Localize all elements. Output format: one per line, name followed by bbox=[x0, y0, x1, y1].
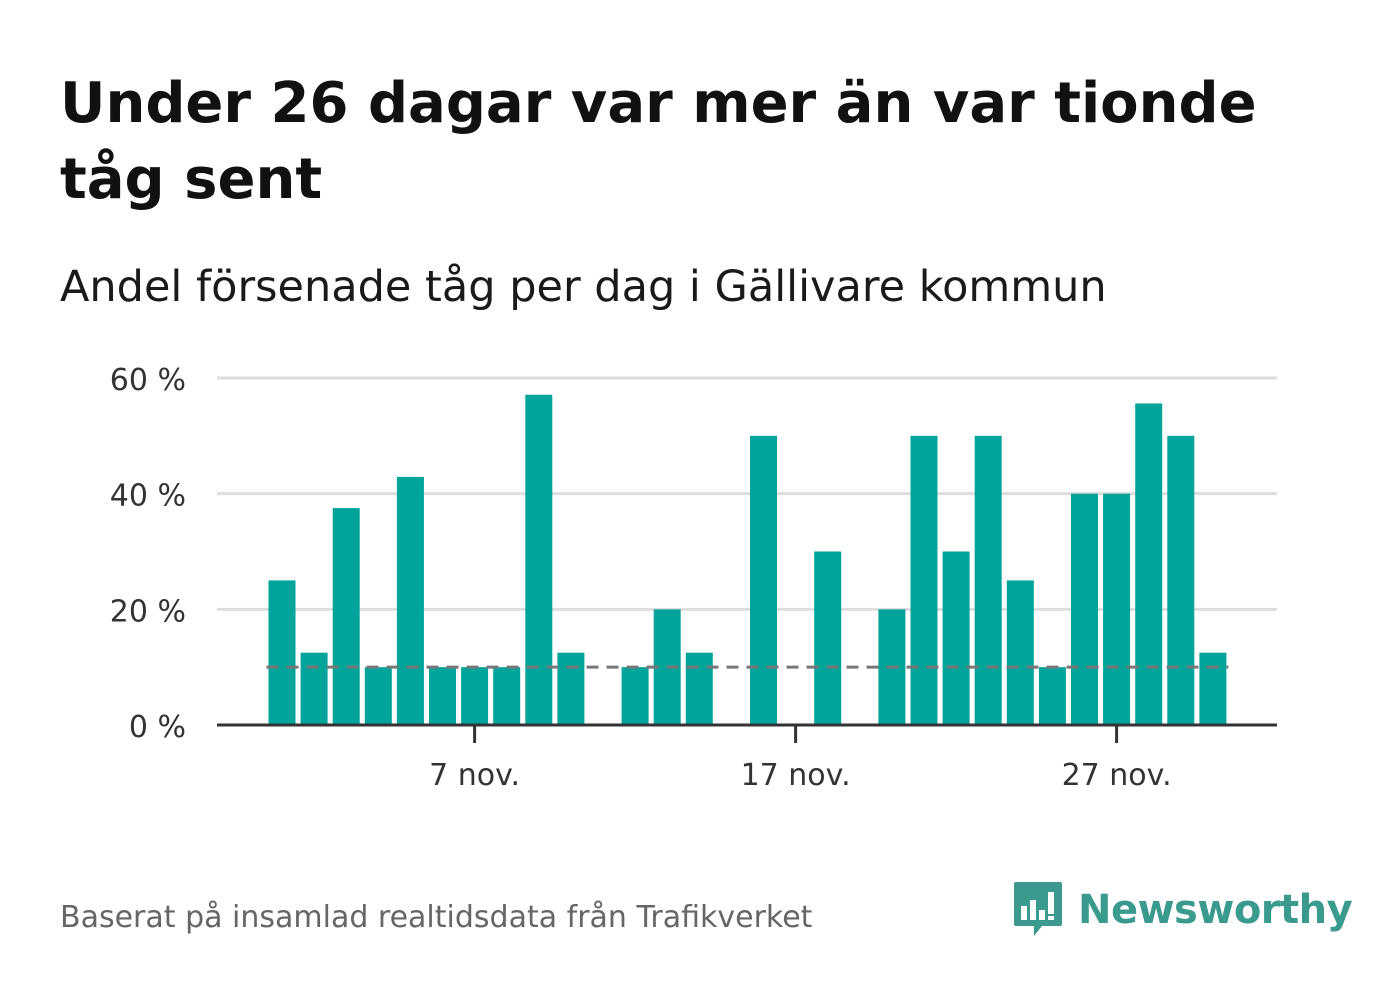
bar-chart-speech-bubble-icon bbox=[1014, 882, 1062, 936]
bar bbox=[525, 394, 553, 725]
bar bbox=[1103, 493, 1131, 725]
brand-name: Newsworthy bbox=[1078, 887, 1353, 933]
bar bbox=[429, 667, 456, 725]
x-axis: 7 nov. 17 nov. 27 nov. bbox=[217, 723, 1277, 793]
y-tick-label: 20 % bbox=[110, 594, 186, 629]
bar bbox=[1071, 493, 1098, 725]
bar bbox=[621, 667, 649, 725]
x-tick-label: 7 nov. bbox=[429, 758, 520, 793]
bar bbox=[300, 652, 328, 725]
y-tick-label: 0 % bbox=[129, 710, 186, 745]
bars bbox=[268, 394, 1227, 725]
chart-subtitle: Andel försenade tåg per dag i Gällivare … bbox=[60, 262, 1107, 312]
source-note: Baserat på insamlad realtidsdata från Tr… bbox=[60, 900, 813, 935]
bar bbox=[814, 551, 842, 725]
brand-logo: Newsworthy bbox=[1012, 880, 1353, 940]
chart-title: Under 26 dagar var mer än var tionde tåg… bbox=[60, 71, 1257, 212]
bar bbox=[461, 667, 489, 725]
bar bbox=[1006, 580, 1034, 725]
x-tick-label: 17 nov. bbox=[741, 758, 851, 793]
bar bbox=[974, 435, 1002, 725]
bar bbox=[1199, 652, 1227, 725]
bar bbox=[396, 476, 424, 725]
bar bbox=[910, 435, 938, 725]
y-axis-labels: 0 % 20 % 40 % 60 % bbox=[110, 363, 186, 745]
bar bbox=[332, 508, 360, 725]
gridlines bbox=[217, 376, 1277, 611]
bar bbox=[942, 551, 970, 725]
bar bbox=[1135, 403, 1163, 725]
y-tick-label: 40 % bbox=[110, 479, 186, 514]
bar bbox=[1167, 435, 1195, 725]
bar bbox=[493, 667, 521, 725]
bar bbox=[1038, 667, 1066, 725]
y-tick-label: 60 % bbox=[110, 363, 186, 398]
bar bbox=[750, 435, 777, 725]
bar-chart: 0 % 20 % 40 % 60 % 7 nov. 17 nov. 27 nov. bbox=[110, 363, 1277, 793]
x-tick-label: 27 nov. bbox=[1062, 758, 1172, 793]
bar bbox=[557, 652, 585, 725]
bar bbox=[364, 667, 392, 725]
bar bbox=[268, 580, 296, 725]
bar bbox=[685, 652, 713, 725]
